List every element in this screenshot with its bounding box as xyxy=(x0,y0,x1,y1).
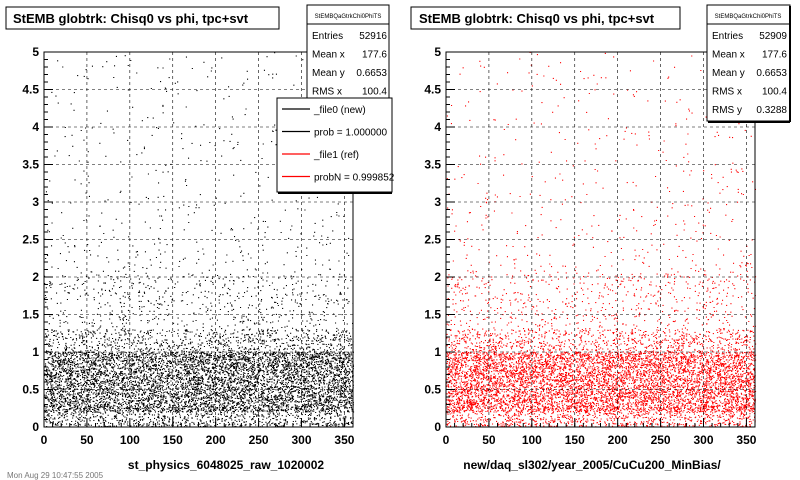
stats-value: 0.6653 xyxy=(356,68,387,79)
y-tick-label: 2 xyxy=(32,270,39,284)
y-tick-label: 1 xyxy=(434,345,441,359)
y-tick-label: 2.5 xyxy=(424,233,441,247)
x-tick-label: 300 xyxy=(291,433,311,447)
ticks-right: 0 50 100 150 200 250 300 350 0 0.5 1 1.5 2 2.5 3 3.5 4 4.… xyxy=(424,45,756,447)
stats-label: RMS x xyxy=(312,87,342,98)
stats-label: Mean y xyxy=(312,68,345,79)
y-tick-label: 2.5 xyxy=(22,233,39,247)
x-tick-label: 150 xyxy=(163,433,183,447)
right-panel: 0 50 100 150 200 250 300 350 0 0.5 1 1.5 2 2.5 3 3.5 4 4.… xyxy=(410,4,791,472)
stats-label: RMS y xyxy=(712,105,742,116)
stats-label: RMS x xyxy=(712,87,742,98)
y-tick-label: 0 xyxy=(32,420,39,434)
x-tick-label: 50 xyxy=(482,433,496,447)
stats-value: 100.4 xyxy=(362,87,387,98)
y-tick-label: 1.5 xyxy=(424,308,441,322)
scatter-points-left xyxy=(44,52,355,428)
y-tick-label: 3 xyxy=(32,195,39,209)
scatter-points-right xyxy=(446,51,757,428)
stats-value: 52916 xyxy=(359,31,387,42)
stats-value: 177.6 xyxy=(762,50,787,61)
y-tick-label: 1 xyxy=(32,345,39,359)
legend-label: probN = 0.999852 xyxy=(314,173,395,184)
x-tick-label: 250 xyxy=(651,433,671,447)
y-tick-label: 0.5 xyxy=(22,383,39,397)
legend-entries: _file0 (new) prob = 1.000000 _file1 (ref) p… xyxy=(282,105,395,184)
x-tick-label: 300 xyxy=(693,433,713,447)
ticks-left: 0 50 100 150 200 250 300 350 0 0.5 1 1.5 2 2.5 3 3.5 4 4.… xyxy=(22,45,354,447)
legend-box: _file0 (new) prob = 1.000000 _file1 (ref) p… xyxy=(276,97,395,194)
y-tick-label: 4.5 xyxy=(22,83,39,97)
x-tick-label: 350 xyxy=(334,433,354,447)
stats-box-right: StEMBQaGtrkChi0PhiTS Entries 52909 Mean x 1… xyxy=(706,4,791,123)
stats-label: Mean x xyxy=(712,50,745,61)
y-tick-label: 3.5 xyxy=(22,158,39,172)
y-tick-label: 3 xyxy=(434,195,441,209)
stats-name-right: StEMBQaGtrkChi0PhiTS xyxy=(715,14,782,20)
x-tick-label: 250 xyxy=(249,433,269,447)
y-tick-label: 5 xyxy=(434,45,441,59)
legend-label: _file1 (ref) xyxy=(313,150,359,161)
stats-value: 52909 xyxy=(759,31,787,42)
stats-rows-left: Entries 52916 Mean x 177.6 Mean y 0.6653 RMS x… xyxy=(312,31,387,98)
x-tick-label: 150 xyxy=(565,433,585,447)
x-tick-label: 100 xyxy=(120,433,140,447)
timestamp-footer: Mon Aug 29 10:47:55 2005 xyxy=(7,471,104,480)
stats-name-left: StEMBQaGtrkChi0PhiTS xyxy=(315,14,382,20)
x-tick-label: 200 xyxy=(206,433,226,447)
y-tick-label: 5 xyxy=(32,45,39,59)
x-axis-label-right: new/daq_sl302/year_2005/CuCu200_MinBias/ xyxy=(463,458,721,472)
grid-left xyxy=(44,52,353,427)
x-axis-label-left: st_physics_6048025_raw_1020002 xyxy=(128,458,324,472)
y-tick-label: 2 xyxy=(434,270,441,284)
x-tick-label: 200 xyxy=(608,433,628,447)
x-tick-label: 350 xyxy=(736,433,756,447)
x-tick-label: 50 xyxy=(80,433,94,447)
y-tick-label: 4.5 xyxy=(424,83,441,97)
x-tick-label: 0 xyxy=(41,433,48,447)
stats-value: 0.3288 xyxy=(756,105,787,116)
stats-label: Entries xyxy=(712,31,743,42)
legend-label: _file0 (new) xyxy=(313,105,366,116)
stats-rows-right: Entries 52909 Mean x 177.6 Mean y 0.6653 RMS x… xyxy=(712,31,787,116)
x-tick-label: 100 xyxy=(522,433,542,447)
title-box-left xyxy=(5,6,280,30)
chart-title-right: StEMB globtrk: Chisq0 vs phi, tpc+svt xyxy=(419,11,655,26)
stats-label: Mean x xyxy=(312,50,345,61)
chart-title-left: StEMB globtrk: Chisq0 vs phi, tpc+svt xyxy=(13,11,249,26)
y-tick-label: 4 xyxy=(434,120,441,134)
stats-value: 100.4 xyxy=(762,87,787,98)
stats-box-left: StEMBQaGtrkChi0PhiTS Entries 52916 Mean x 1… xyxy=(306,4,390,104)
stats-label: Entries xyxy=(312,31,343,42)
stats-value: 0.6653 xyxy=(756,68,787,79)
stats-label: Mean y xyxy=(712,68,745,79)
left-panel: 0 50 100 150 200 250 300 350 0 0.5 1 1.5 2 2.5 3 3.5 4 4.… xyxy=(5,4,395,472)
y-tick-label: 0.5 xyxy=(424,383,441,397)
stats-value: 177.6 xyxy=(362,50,387,61)
x-tick-label: 0 xyxy=(443,433,450,447)
legend-label: prob = 1.000000 xyxy=(314,128,388,139)
y-tick-label: 0 xyxy=(434,420,441,434)
scatter-point xyxy=(44,52,355,428)
y-tick-label: 3.5 xyxy=(424,158,441,172)
y-tick-label: 4 xyxy=(32,120,39,134)
y-tick-label: 1.5 xyxy=(22,308,39,322)
title-box-right xyxy=(410,6,681,30)
scatter-point xyxy=(446,51,757,428)
